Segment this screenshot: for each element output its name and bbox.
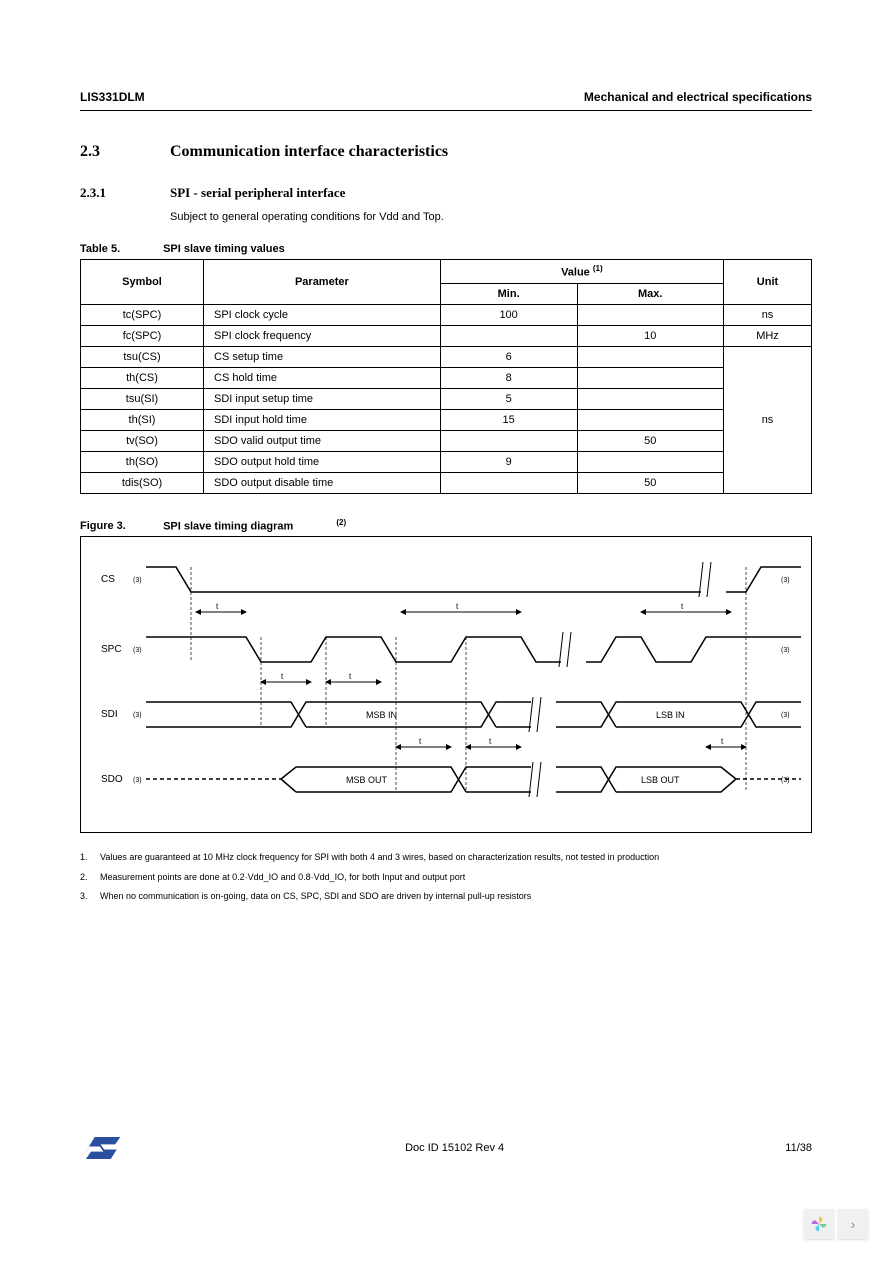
section-heading: 2.3 Communication interface characterist… <box>80 143 812 161</box>
th-symbol: Symbol <box>81 260 204 305</box>
figure3-caption: Figure 3. SPI slave timing diagram (2) <box>80 518 812 533</box>
svg-text:(3): (3) <box>781 647 790 654</box>
svg-text:t: t <box>721 737 724 746</box>
th-value: Value (1) <box>440 260 723 284</box>
svg-text:t: t <box>419 737 422 746</box>
page-header: LIS331DLM Mechanical and electrical spec… <box>80 90 812 111</box>
table5-caption: Table 5. SPI slave timing values <box>80 243 812 255</box>
table-row: th(SI) SDI input hold time 15 <box>81 409 812 430</box>
subsection-number: 2.3.1 <box>80 185 170 201</box>
figure3-caption-num: Figure 3. <box>80 520 160 532</box>
svg-text:(3): (3) <box>781 777 790 784</box>
sdo-msbout: MSB OUT <box>346 775 388 785</box>
page-footer: Doc ID 15102 Rev 4 11/38 <box>80 1133 812 1163</box>
table-row: tv(SO) SDO valid output time 50 <box>81 430 812 451</box>
signal-sdo-label: SDO <box>101 774 123 785</box>
svg-text:t: t <box>681 602 684 611</box>
table-row: th(SO) SDO output hold time 9 <box>81 451 812 472</box>
svg-text:(3): (3) <box>781 577 790 584</box>
figure3-diagram: CS (3) (3) t t t SPC (3) (3) t t <box>80 536 812 833</box>
sdi-lsbin: LSB IN <box>656 710 685 720</box>
subsection-title: SPI - serial peripheral interface <box>170 185 345 201</box>
signal-sdi-label: SDI <box>101 709 118 720</box>
table-row: fc(SPC) SPI clock frequency 10 MHz <box>81 325 812 346</box>
th-min: Min. <box>440 283 577 304</box>
header-product: LIS331DLM <box>80 90 145 104</box>
sdi-msbin: MSB IN <box>366 710 397 720</box>
header-section: Mechanical and electrical specifications <box>584 90 812 104</box>
footnote-1: 1. Values are guaranteed at 10 MHz clock… <box>80 851 812 865</box>
subsection-heading: 2.3.1 SPI - serial peripheral interface <box>80 185 812 201</box>
table-row: tc(SPC) SPI clock cycle 100 ns <box>81 304 812 325</box>
footnote-2: 2. Measurement points are done at 0.2·Vd… <box>80 871 812 885</box>
section-title: Communication interface characteristics <box>170 143 448 161</box>
table-row: th(CS) CS hold time 8 <box>81 367 812 388</box>
table5: Symbol Parameter Value (1) Unit Min. Max… <box>80 259 812 494</box>
nav-next-button[interactable]: › <box>838 1209 868 1239</box>
svg-text:(3): (3) <box>133 777 142 784</box>
footer-docid: Doc ID 15102 Rev 4 <box>405 1142 504 1154</box>
footnote-3: 3. When no communication is on-going, da… <box>80 890 812 904</box>
section-number: 2.3 <box>80 143 170 161</box>
signal-spc-label: SPC <box>101 644 122 655</box>
svg-text:t: t <box>456 602 459 611</box>
table-row: tdis(SO) SDO output disable time 50 <box>81 472 812 493</box>
chevron-right-icon: › <box>851 1216 856 1232</box>
svg-text:t: t <box>216 602 219 611</box>
figure3-caption-title: SPI slave timing diagram <box>163 520 293 532</box>
subsection-body: Subject to general operating conditions … <box>170 211 812 223</box>
footer-page: 11/38 <box>785 1142 812 1154</box>
pinwheel-icon <box>810 1215 828 1233</box>
svg-text:(3): (3) <box>133 712 142 719</box>
st-logo-icon <box>80 1133 124 1163</box>
nav-app-icon[interactable] <box>804 1209 834 1239</box>
th-parameter: Parameter <box>204 260 441 305</box>
sdo-lsbout: LSB OUT <box>641 775 680 785</box>
svg-text:(3): (3) <box>133 577 142 584</box>
footnotes: 1. Values are guaranteed at 10 MHz clock… <box>80 851 812 904</box>
figure3-caption-sup: (2) <box>336 518 346 527</box>
nav-widget: › <box>804 1209 868 1239</box>
svg-text:t: t <box>489 737 492 746</box>
svg-text:t: t <box>349 672 352 681</box>
table5-caption-title: SPI slave timing values <box>163 243 285 255</box>
svg-text:(3): (3) <box>133 647 142 654</box>
table-row: tsu(SI) SDI input setup time 5 <box>81 388 812 409</box>
signal-cs-label: CS <box>101 574 115 585</box>
th-unit: Unit <box>724 260 812 305</box>
th-max: Max. <box>577 283 723 304</box>
svg-text:t: t <box>281 672 284 681</box>
page: LIS331DLM Mechanical and electrical spec… <box>0 0 892 1263</box>
table5-caption-num: Table 5. <box>80 243 160 255</box>
timing-diagram-svg: CS (3) (3) t t t SPC (3) (3) t t <box>81 537 811 827</box>
svg-text:(3): (3) <box>781 712 790 719</box>
table-row: tsu(CS) CS setup time 6 ns <box>81 346 812 367</box>
